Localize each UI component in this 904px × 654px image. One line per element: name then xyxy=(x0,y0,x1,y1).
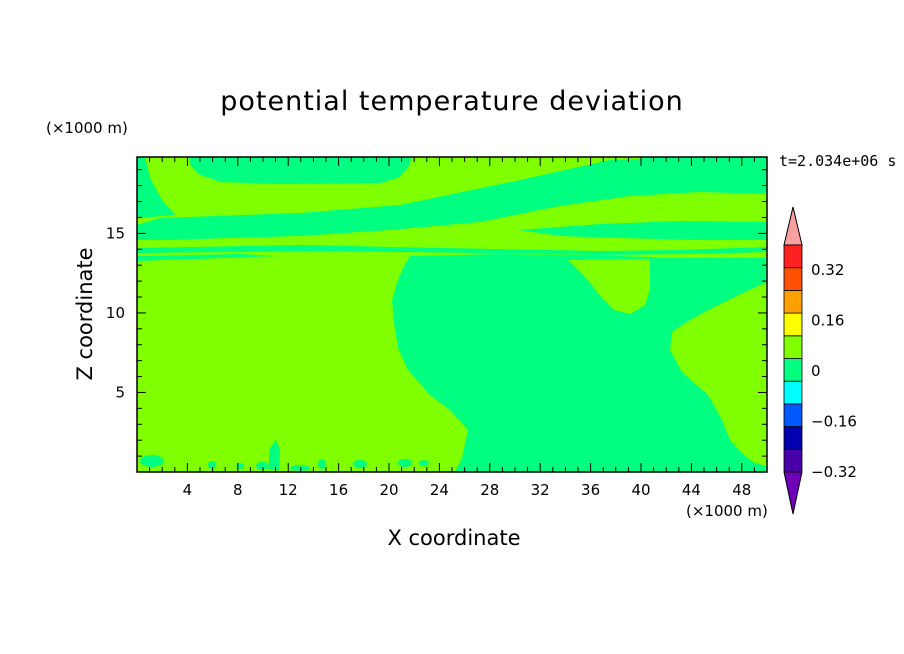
y-tick-label: 5 xyxy=(115,383,125,401)
contour-region xyxy=(208,461,216,469)
x-tick-label: 24 xyxy=(430,481,449,499)
contour-region xyxy=(568,259,650,314)
contour-region xyxy=(520,221,767,240)
colorbar-segment xyxy=(783,335,803,359)
x-tick-label: 4 xyxy=(183,481,193,499)
colorbar-segment xyxy=(783,267,803,291)
x-tick-label: 28 xyxy=(480,481,499,499)
colorbar-label: 0 xyxy=(811,362,821,380)
contour-region xyxy=(190,157,412,184)
x-tick-label: 16 xyxy=(329,481,348,499)
contour-region xyxy=(398,459,412,467)
time-label: t=2.034e+06 s xyxy=(779,152,897,170)
contour-region xyxy=(137,157,175,218)
contour-region xyxy=(137,158,767,240)
contour-region xyxy=(236,463,244,469)
colorbar-segment xyxy=(783,244,803,269)
colorbar-segment xyxy=(783,358,803,382)
contour-region xyxy=(140,455,164,467)
contour-region xyxy=(137,245,767,255)
x-tick-label: 8 xyxy=(233,481,243,499)
colorbar-segment xyxy=(783,289,803,314)
contour-region xyxy=(137,254,280,261)
colorbar-segment xyxy=(783,403,803,427)
colorbar-label: 0.16 xyxy=(811,312,844,330)
contour-region xyxy=(268,440,280,470)
x-tick-label: 40 xyxy=(631,481,650,499)
y-tick-label: 15 xyxy=(106,224,125,242)
colorbar-segment xyxy=(783,426,803,450)
colorbar-over-triangle xyxy=(783,206,803,246)
x-tick-label: 44 xyxy=(682,481,701,499)
colorbar-label: −0.16 xyxy=(811,413,857,431)
contour-region xyxy=(392,254,767,472)
contour-region xyxy=(290,465,310,471)
x-axis-unit: (×1000 m) xyxy=(686,502,768,520)
contour-field xyxy=(137,157,767,472)
x-tick-label: 12 xyxy=(279,481,298,499)
x-axis-label: X coordinate xyxy=(387,526,521,550)
contour-region xyxy=(419,460,429,466)
colorbar-label: −0.32 xyxy=(811,463,857,481)
x-tick-label: 32 xyxy=(531,481,550,499)
colorbar-under-triangle xyxy=(783,471,803,515)
contour-region xyxy=(256,462,268,470)
z-axis-unit: (×1000 m) xyxy=(46,119,128,137)
colorbar-segment xyxy=(783,380,803,405)
y-tick-label: 10 xyxy=(106,304,125,322)
x-tick-label: 20 xyxy=(379,481,398,499)
contour-region xyxy=(353,460,367,468)
colorbar-segment xyxy=(783,448,803,473)
x-tick-label: 48 xyxy=(732,481,751,499)
colorbar-label: 0.32 xyxy=(811,261,844,279)
chart-title: potential temperature deviation xyxy=(220,86,684,117)
x-tick-label: 36 xyxy=(581,481,600,499)
contour-region xyxy=(318,459,326,469)
colorbar-segment xyxy=(783,312,803,337)
